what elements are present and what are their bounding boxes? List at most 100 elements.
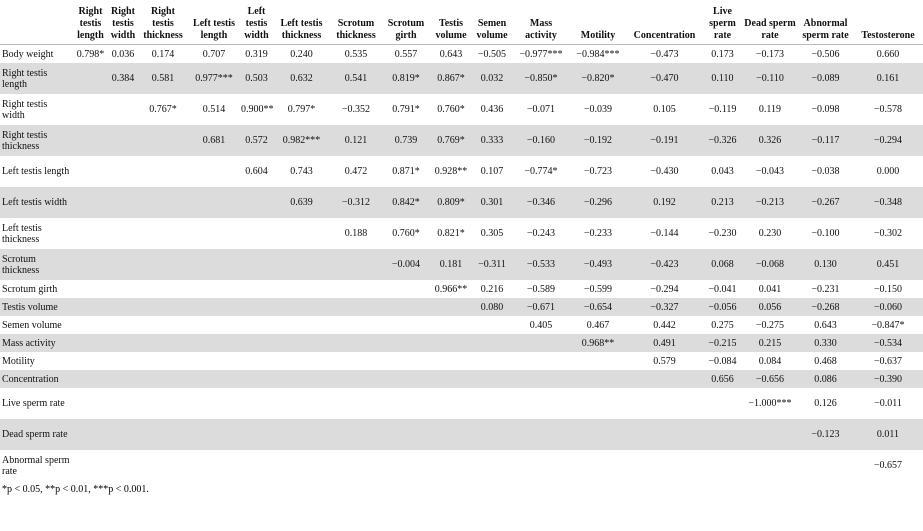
- correlation-cell: −0.977***: [519, 48, 563, 60]
- correlation-cell: 0.760*: [437, 104, 465, 115]
- empty-cell: [73, 280, 108, 298]
- correlation-cell: −0.534: [853, 334, 923, 352]
- correlation-cell: 0.173: [711, 48, 734, 60]
- empty-cell: [138, 334, 188, 352]
- row-label: Live sperm rate: [2, 398, 65, 409]
- row-label: Right testis length: [0, 63, 73, 94]
- correlation-cell: −0.231: [811, 283, 840, 295]
- empty-cell: [108, 249, 138, 280]
- correlation-cell: 0.739: [382, 125, 430, 156]
- empty-cell: [330, 419, 382, 450]
- correlation-cell: −0.267: [798, 187, 853, 218]
- correlation-cell: −0.656: [742, 370, 798, 388]
- correlation-cell: −0.192: [570, 125, 626, 156]
- column-header: Left testis length: [188, 0, 240, 45]
- empty-cell: [330, 334, 382, 352]
- correlation-cell: 0.767*: [149, 104, 177, 115]
- column-header: Right testis thickness: [138, 0, 188, 45]
- correlation-cell: 0.110: [703, 63, 742, 94]
- empty-cell: [73, 316, 108, 334]
- empty-cell: [330, 370, 382, 388]
- empty-cell: [626, 450, 703, 481]
- correlation-cell: −0.850*: [512, 63, 570, 94]
- correlation-table: Right testis length Right testis width Rig…: [0, 0, 923, 481]
- empty-cell: [240, 334, 273, 352]
- empty-cell: [382, 419, 430, 450]
- correlation-cell: −0.068: [742, 249, 798, 280]
- row-label: Right testis thickness: [0, 125, 73, 156]
- correlation-cell: 0.472: [344, 166, 368, 177]
- column-header: Concentration: [626, 0, 703, 45]
- correlation-cell: −0.533: [512, 249, 570, 280]
- empty-cell: [73, 388, 108, 419]
- correlation-cell: 0.643: [814, 319, 837, 331]
- empty-cell: [73, 334, 108, 352]
- column-header: Left testis width: [240, 0, 273, 45]
- correlation-cell: −0.294: [650, 283, 679, 295]
- empty-cell: [108, 388, 138, 419]
- empty-cell: [138, 218, 188, 249]
- correlation-cell: 0.011: [853, 419, 923, 450]
- correlation-cell: 0.275: [711, 319, 734, 331]
- empty-cell: [626, 370, 703, 388]
- empty-cell: [73, 419, 108, 450]
- empty-cell: [382, 280, 430, 298]
- empty-cell: [382, 316, 430, 334]
- correlation-cell: 0.760*: [392, 228, 420, 239]
- correlation-cell: −0.173: [755, 48, 785, 60]
- correlation-cell: −0.326: [703, 125, 742, 156]
- correlation-cell: −0.123: [798, 419, 853, 450]
- correlation-cell: 0.041: [758, 283, 782, 295]
- empty-cell: [626, 419, 703, 450]
- correlation-cell: 0.000: [876, 166, 900, 177]
- correlation-cell: 0.181: [430, 249, 472, 280]
- empty-cell: [382, 370, 430, 388]
- row-label: Scrotum girth: [2, 283, 58, 295]
- table-row: Right testis width 0.767* 0.514 0.900** 0.79…: [0, 94, 923, 125]
- correlation-cell: −0.004: [382, 249, 430, 280]
- empty-cell: [472, 334, 512, 352]
- correlation-cell: 0.632: [273, 63, 330, 94]
- empty-cell: [108, 280, 138, 298]
- column-header: Scrotum thickness: [330, 0, 382, 45]
- column-header: Abnormal sperm rate: [798, 0, 853, 45]
- empty-cell: [430, 450, 472, 481]
- correlation-cell: 0.301: [472, 187, 512, 218]
- correlation-cell: 0.080: [472, 298, 512, 316]
- empty-cell: [703, 419, 742, 450]
- column-header: Scrotum girth: [382, 0, 430, 45]
- empty-cell: [138, 156, 188, 187]
- empty-cell: [188, 218, 240, 249]
- correlation-cell: 0.405: [529, 319, 553, 331]
- correlation-cell: −0.268: [798, 298, 853, 316]
- correlation-cell: 0.791*: [392, 104, 420, 115]
- correlation-cell: 0.572: [240, 125, 273, 156]
- correlation-cell: −0.599: [583, 283, 613, 295]
- empty-cell: [108, 370, 138, 388]
- empty-cell: [188, 187, 240, 218]
- empty-cell: [108, 187, 138, 218]
- correlation-cell: 0.842*: [382, 187, 430, 218]
- empty-cell: [472, 450, 512, 481]
- correlation-cell: 0.216: [480, 283, 504, 295]
- correlation-cell: −0.984***: [576, 48, 620, 60]
- correlation-cell: −0.657: [873, 460, 903, 471]
- correlation-cell: 0.107: [480, 166, 504, 177]
- row-label: Concentration: [0, 370, 73, 388]
- correlation-cell: −0.039: [583, 104, 613, 115]
- correlation-cell: −0.213: [742, 187, 798, 218]
- table-row: Left testis width 0.639 −0.312 0.842* 0.809*…: [0, 187, 923, 218]
- correlation-cell: 0.036: [111, 48, 135, 60]
- correlation-cell: −0.038: [811, 166, 840, 177]
- table-row: Right testis thickness 0.681 0.572 0.982***…: [0, 125, 923, 156]
- empty-cell: [570, 370, 626, 388]
- row-label: Left testis thickness: [2, 222, 42, 245]
- correlation-cell: −0.160: [512, 125, 570, 156]
- column-header: Mass activity: [512, 0, 570, 45]
- empty-cell: [330, 249, 382, 280]
- empty-cell: [273, 280, 330, 298]
- correlation-cell: 0.579: [653, 355, 676, 367]
- correlation-cell: −0.098: [811, 104, 840, 115]
- correlation-cell: 0.326: [742, 125, 798, 156]
- correlation-cell: 0.384: [108, 63, 138, 94]
